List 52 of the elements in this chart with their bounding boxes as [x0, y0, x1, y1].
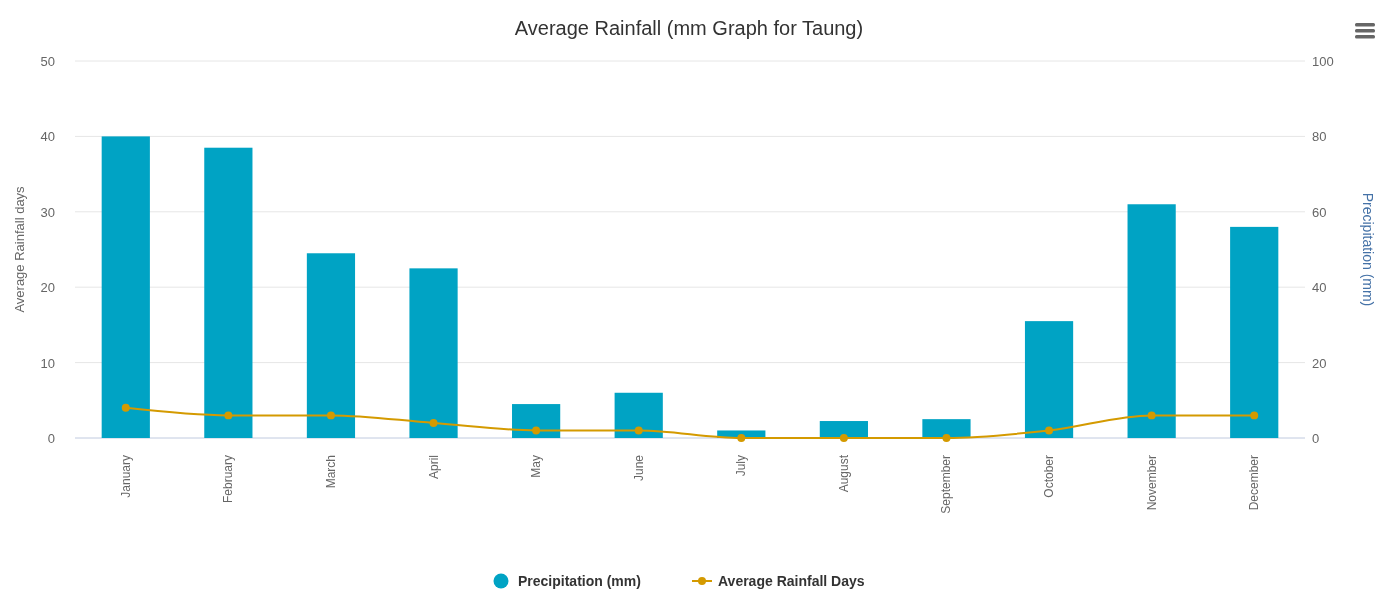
bar: [204, 147, 253, 438]
bar: [512, 404, 561, 438]
bar: [1230, 226, 1279, 438]
point: [634, 426, 643, 435]
y2-tick-label: 20: [1312, 355, 1327, 371]
legend-label: Average Rainfall Days: [718, 573, 865, 589]
x-tick-label: December: [1247, 455, 1262, 511]
bar: [1024, 321, 1074, 438]
x-tick-label: May: [529, 455, 544, 478]
y2-tick-label: 60: [1312, 204, 1327, 220]
point: [1147, 411, 1156, 420]
point: [839, 434, 848, 442]
x-tick-label: February: [221, 455, 236, 504]
y-tick-label: 0: [47, 431, 55, 446]
point: [532, 426, 541, 435]
x-tick-label: September: [939, 455, 954, 514]
legend-label: Precipitation (mm): [518, 573, 641, 589]
point: [737, 434, 746, 442]
x-tick-label: July: [734, 455, 749, 477]
x-tick-label: January: [118, 455, 133, 498]
bar: [819, 421, 868, 438]
y2-tick-label: 100: [1312, 54, 1334, 69]
x-tick-label: June: [631, 454, 646, 482]
x-tick-label: November: [1144, 455, 1159, 511]
point: [429, 418, 438, 427]
point: [1250, 411, 1259, 420]
point: [224, 411, 233, 420]
point: [121, 403, 130, 412]
point: [1045, 426, 1054, 435]
bar: [922, 419, 971, 438]
y-tick-label: 40: [40, 129, 55, 145]
x-tick-label: March: [323, 455, 338, 489]
x-tick-label: August: [836, 454, 851, 493]
y-tick-label: 20: [40, 280, 55, 296]
y-tick-label: 30: [40, 204, 55, 220]
point: [326, 411, 335, 420]
y-tick-label: 50: [40, 54, 55, 69]
bar: [306, 253, 356, 438]
x-tick-label: April: [426, 455, 441, 480]
x-tick-label: October: [1042, 455, 1057, 498]
bar: [1127, 204, 1176, 438]
y-axis-title: Average Rainfall days: [12, 185, 27, 313]
y2-tick-label: 0: [1312, 431, 1320, 446]
y-tick-label: 10: [40, 355, 55, 371]
y2-axis-title: Precipitation (mm): [1360, 192, 1376, 307]
bar: [101, 136, 150, 438]
point: [942, 434, 951, 442]
chart-title: Average Rainfall (mm Graph for Taung): [514, 17, 864, 39]
bar: [614, 392, 663, 438]
bar: [409, 268, 458, 438]
y2-tick-label: 80: [1312, 129, 1327, 145]
y2-tick-label: 40: [1312, 280, 1327, 296]
